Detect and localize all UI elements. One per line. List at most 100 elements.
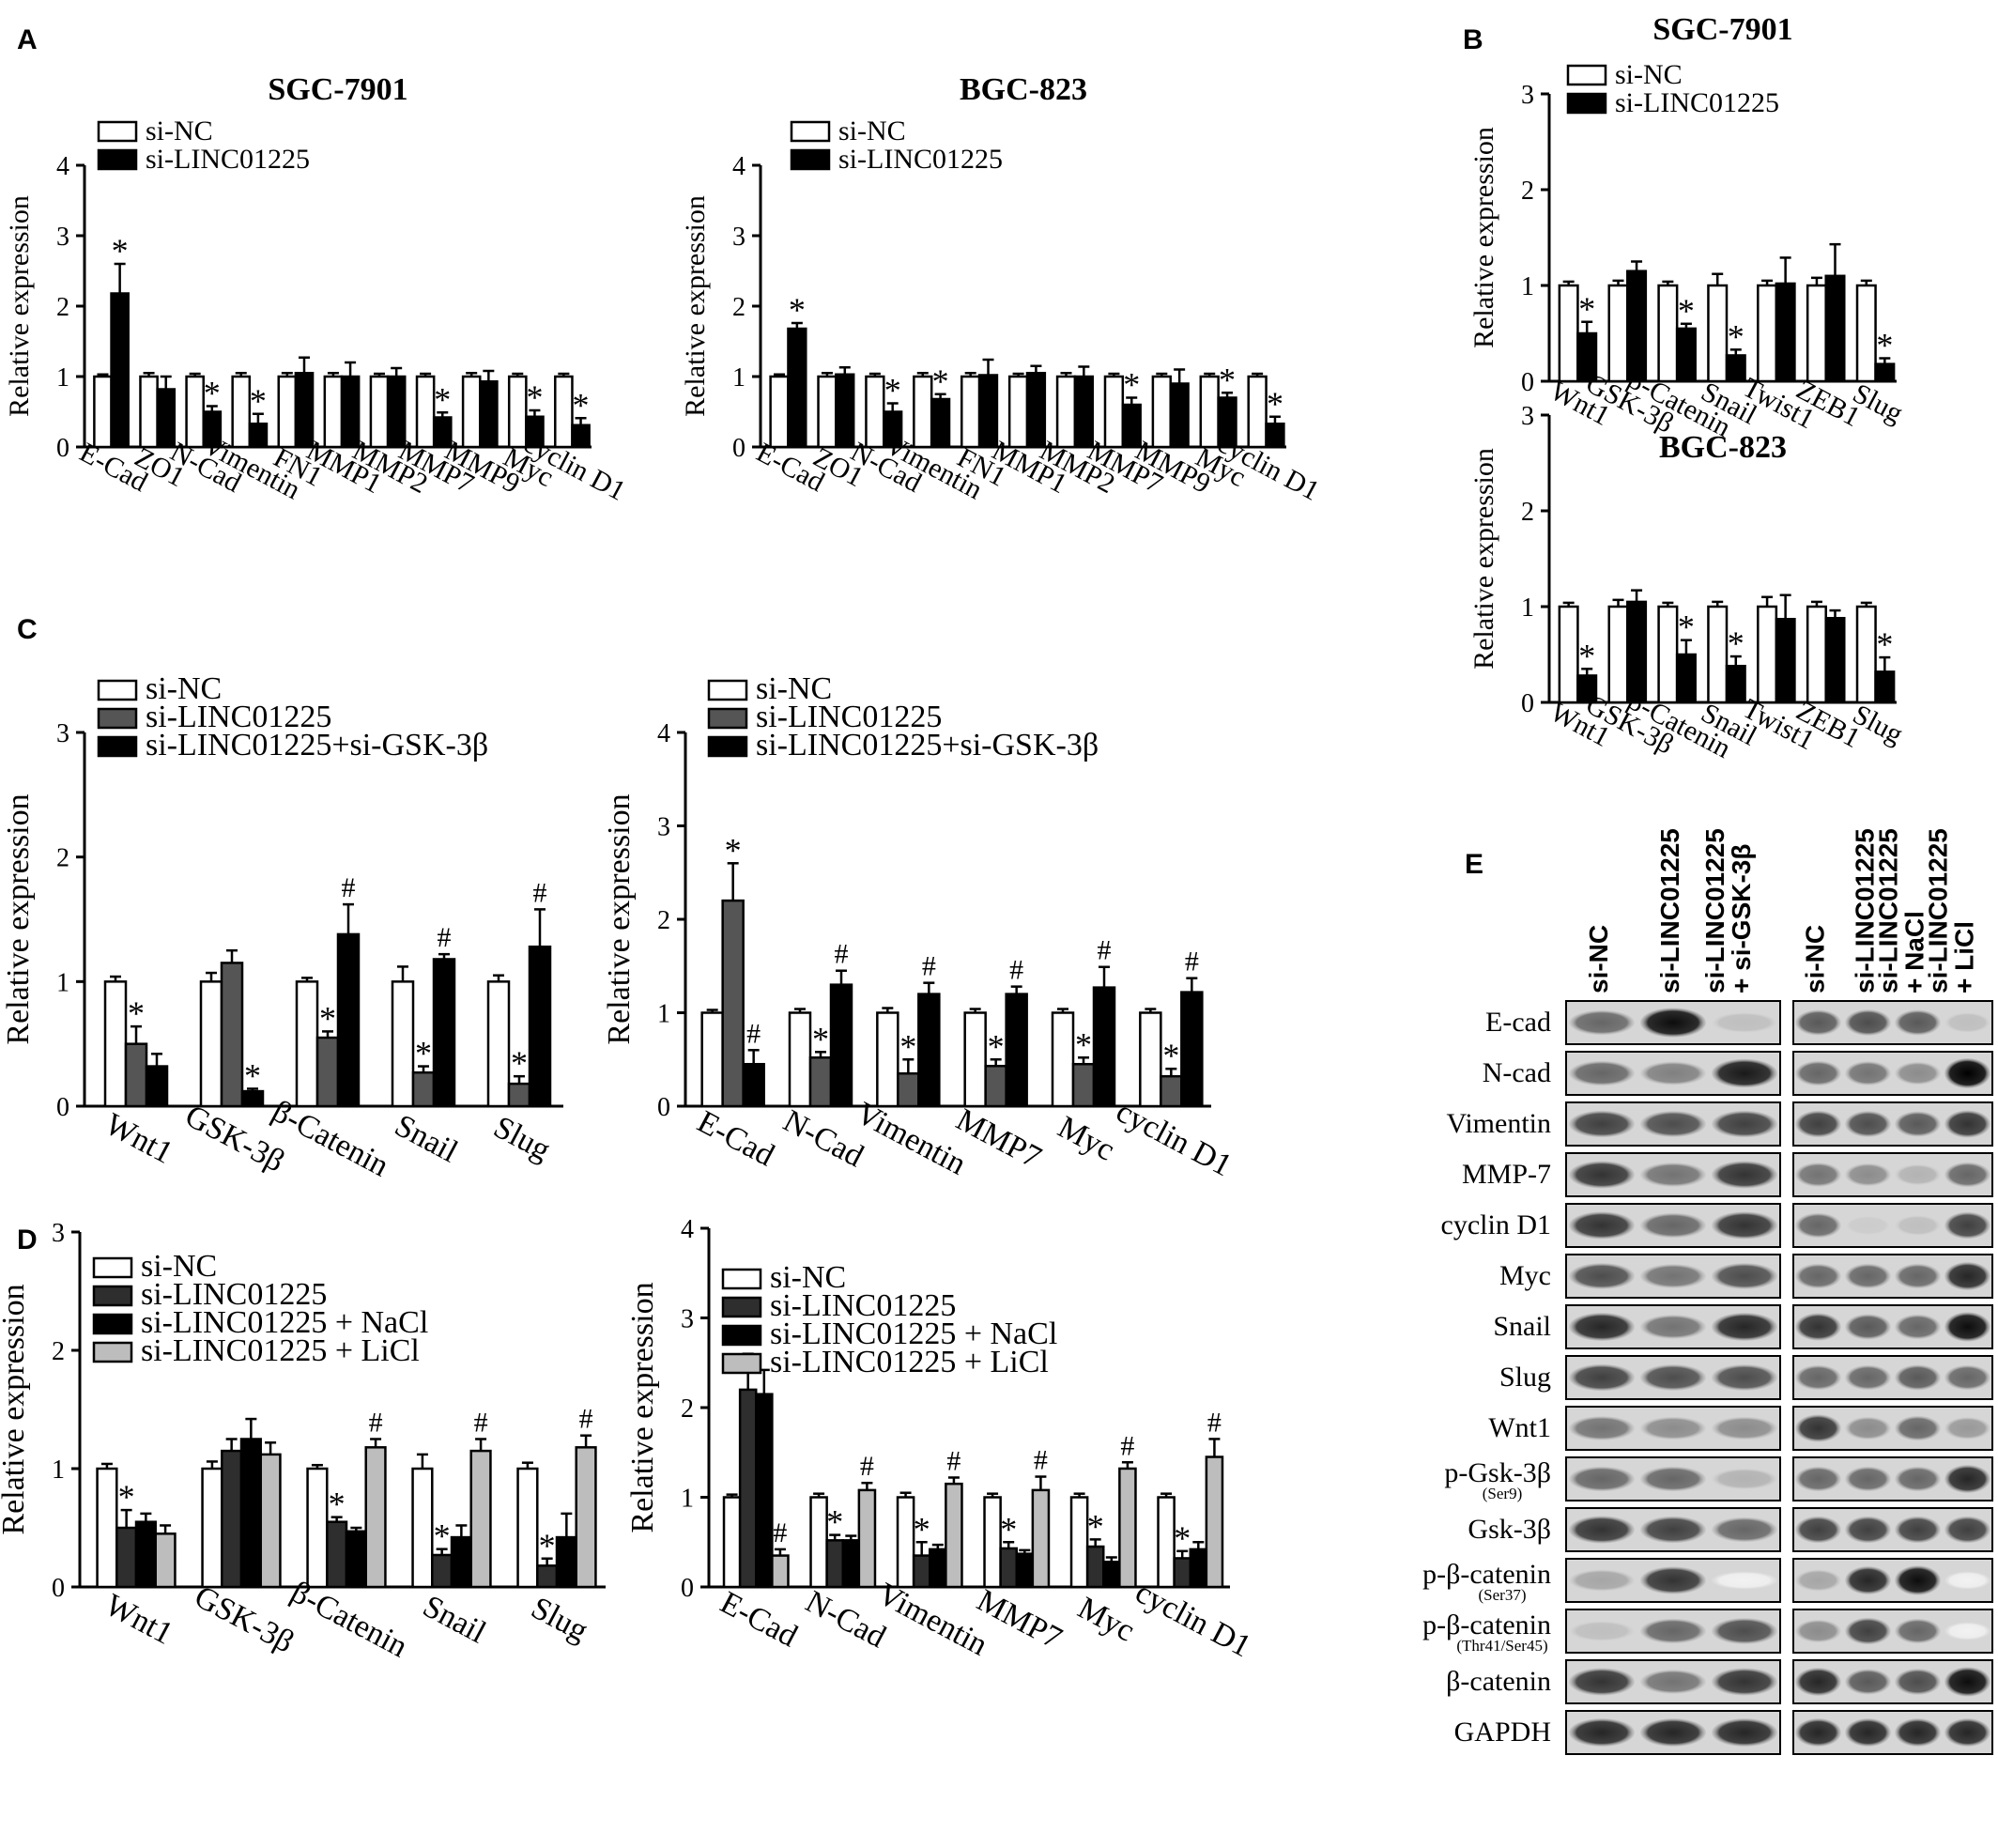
western-blot-layer: si-NC si-LINC01225 si-LINC01225+ si-GSK-3β… — [1422, 828, 1993, 1755]
legend-swatch — [721, 1268, 762, 1290]
bar — [1007, 375, 1029, 449]
blot-row-label: N-cad — [1483, 1057, 1551, 1088]
protein-band — [1569, 1466, 1635, 1492]
bar — [1874, 362, 1896, 383]
protein-band — [1640, 1111, 1706, 1137]
blot-row-label: Wnt1 — [1488, 1412, 1551, 1443]
x-tick-label: E-Cad — [692, 1104, 780, 1173]
bar — [221, 1449, 243, 1589]
blot-row-label: p-β-catenin — [1422, 1609, 1551, 1640]
x-tick-label: E-Cad — [715, 1585, 803, 1654]
bar — [1775, 618, 1796, 704]
protein-band — [1795, 1212, 1841, 1239]
significance-mark: # — [1207, 1407, 1222, 1438]
y-tick-label: 0 — [681, 1574, 694, 1603]
legend-label: si-LINC01225 + NaCl — [141, 1305, 428, 1340]
significance-mark: * — [1578, 290, 1595, 328]
bar — [154, 1532, 177, 1589]
y-tick-label: 3 — [1521, 81, 1534, 110]
bar — [248, 423, 269, 449]
y-tick-label: 2 — [56, 844, 69, 873]
bar — [294, 372, 315, 449]
bar — [829, 983, 853, 1108]
bar — [1707, 284, 1729, 383]
bar — [769, 375, 790, 449]
protein-band — [1895, 1466, 1941, 1492]
bar — [896, 1496, 915, 1589]
y-tick-label: 3 — [52, 1219, 65, 1248]
bar — [1757, 605, 1778, 704]
bar — [115, 1526, 138, 1589]
bar — [1874, 670, 1896, 704]
y-tick-label: 4 — [732, 152, 745, 181]
protein-band — [1944, 1718, 1990, 1747]
significance-mark: * — [812, 1020, 829, 1057]
protein-band — [1845, 1215, 1891, 1236]
bar — [554, 375, 574, 449]
bar — [555, 1535, 577, 1589]
protein-band — [1795, 1009, 1841, 1036]
bar — [876, 1011, 899, 1108]
protein-band — [1845, 1009, 1891, 1036]
protein-band — [1569, 1363, 1635, 1392]
legend-swatch — [707, 679, 748, 701]
bar — [1657, 605, 1679, 704]
blot-row-label: p-β-catenin — [1422, 1559, 1551, 1590]
significance-mark: # — [342, 872, 356, 903]
bar — [201, 1467, 223, 1589]
significance-mark: * — [914, 1510, 930, 1548]
blot-row-label: Gsk-3β — [1468, 1514, 1551, 1545]
lane-header: si-NC — [1584, 925, 1613, 993]
protein-band — [1944, 1417, 1990, 1440]
bar — [809, 1496, 828, 1589]
bar — [1725, 664, 1746, 704]
significance-mark: # — [1120, 1430, 1134, 1461]
significance-mark: * — [1876, 625, 1893, 663]
legend-label: si-LINC01225 — [146, 700, 331, 734]
x-tick-label: Slug — [526, 1591, 593, 1649]
protein-band — [1712, 1416, 1777, 1440]
protein-band — [1640, 1315, 1706, 1339]
significance-mark: * — [1000, 1510, 1017, 1548]
blot-row-label: Myc — [1499, 1260, 1551, 1291]
panel-letter-a: A — [17, 24, 38, 55]
significance-mark: * — [899, 1027, 916, 1065]
bar — [1055, 375, 1077, 449]
blot-row-sublabel: (Ser37) — [1479, 1586, 1527, 1604]
y-tick-label: 2 — [56, 293, 69, 322]
bar — [259, 1453, 282, 1589]
bar — [1151, 375, 1172, 449]
y-axis-label: Relative expression — [1468, 448, 1499, 670]
bar — [486, 980, 511, 1108]
bar — [96, 1467, 118, 1589]
bar — [1092, 986, 1116, 1108]
protein-band — [1640, 1264, 1706, 1288]
legend-swatch — [1566, 92, 1607, 115]
significance-mark: # — [438, 922, 452, 953]
bar — [817, 375, 838, 449]
bar — [411, 1070, 436, 1108]
protein-band — [1944, 1465, 1990, 1493]
bar — [1005, 993, 1028, 1108]
x-tick-label: Vimentin — [872, 1577, 993, 1663]
significance-mark: * — [725, 831, 742, 869]
significance-mark: * — [1267, 385, 1283, 423]
protein-band — [1845, 1516, 1891, 1544]
protein-band — [1944, 1571, 1990, 1590]
protein-band — [1712, 1263, 1777, 1289]
y-axis-label: Relative expression — [1, 793, 36, 1044]
legend-label: si-LINC01225 — [770, 1288, 956, 1323]
protein-band — [1795, 1313, 1841, 1341]
bar — [1102, 1561, 1121, 1589]
protein-band — [1640, 1618, 1706, 1644]
y-tick-label: 1 — [657, 1000, 670, 1029]
protein-band — [1845, 1416, 1891, 1440]
bar — [1085, 1545, 1105, 1589]
significance-mark: * — [244, 1056, 261, 1094]
legend-label: si-LINC01225+si-GSK-3β — [146, 728, 488, 762]
significance-mark: * — [250, 382, 267, 420]
y-tick-label: 3 — [1521, 402, 1534, 431]
significance-mark: * — [1162, 1037, 1179, 1074]
bar — [1806, 605, 1827, 704]
